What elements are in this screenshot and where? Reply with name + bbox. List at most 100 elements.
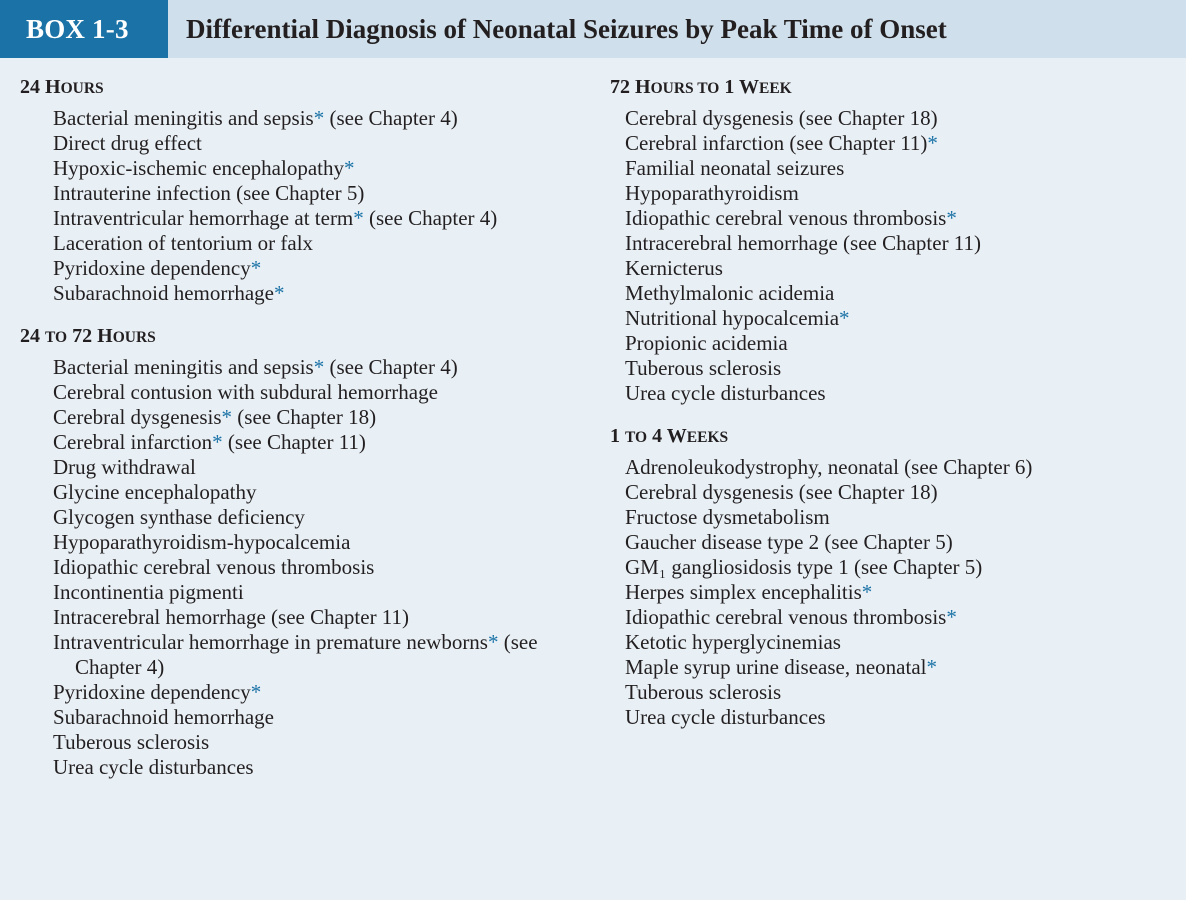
item-text: Direct drug effect <box>53 131 202 155</box>
item-text: Intrauterine infection (see Chapter 5) <box>53 181 365 205</box>
list-item: Subarachnoid hemorrhage* <box>20 281 590 306</box>
asterisk-marker: * <box>221 405 233 429</box>
section-72-hours-to-1-week: 72 HOURS TO 1 WEEK Cerebral dysgenesis (… <box>610 74 1180 406</box>
box-header: BOX 1-3 Differential Diagnosis of Neonat… <box>0 0 1186 58</box>
item-text: Gaucher disease type 2 (see Chapter 5) <box>625 530 953 554</box>
list-item: Cerebral dysgenesis (see Chapter 18) <box>610 480 1180 505</box>
item-text: Fructose dysmetabolism <box>625 505 830 529</box>
item-text: Cerebral dysgenesis (see Chapter 18) <box>625 106 938 130</box>
asterisk-marker: * <box>927 131 938 155</box>
list-item: Idiopathic cerebral venous thrombosis <box>20 555 590 580</box>
item-text: Herpes simplex encephalitis <box>625 580 862 604</box>
item-text: Familial neonatal seizures <box>625 156 845 180</box>
list-item: Methylmalonic acidemia <box>610 281 1180 306</box>
box-label: BOX 1-3 <box>0 0 168 58</box>
item-reference: (see Chapter 18) <box>232 405 377 429</box>
item-text: Intraventricular hemorrhage in premature… <box>53 630 488 654</box>
list-item: Cerebral infarction* (see Chapter 11) <box>20 430 590 455</box>
box-title: Differential Diagnosis of Neonatal Seizu… <box>168 0 1186 58</box>
list-item: Cerebral infarction (see Chapter 11)* <box>610 131 1180 156</box>
item-text: Cerebral dysgenesis (see Chapter 18) <box>625 480 938 504</box>
list-item: Pyridoxine dependency* <box>20 680 590 705</box>
item-text: Intracerebral hemorrhage (see Chapter 11… <box>625 231 982 255</box>
item-reference: (see Chapter 4) <box>324 106 458 130</box>
item-text: Cerebral infarction (see Chapter 11) <box>625 131 928 155</box>
item-text: Adrenoleukodystrophy, neonatal (see Chap… <box>625 455 1033 479</box>
list-item: Bacterial meningitis and sepsis* (see Ch… <box>20 355 590 380</box>
list-item: Tuberous sclerosis <box>610 356 1180 381</box>
list-item: Drug withdrawal <box>20 455 590 480</box>
list-item: Nutritional hypocalcemia* <box>610 306 1180 331</box>
list-item: Hypoxic-ischemic encephalopathy* <box>20 156 590 181</box>
item-text: Subarachnoid hemorrhage <box>53 705 275 729</box>
list-item: Herpes simplex encephalitis* <box>610 580 1180 605</box>
section-24-to-72-hours: 24 TO 72 HOURS Bacterial meningitis and … <box>20 323 590 780</box>
item-text: Propionic acidemia <box>625 331 788 355</box>
item-text: Intraventricular hemorrhage at term <box>53 206 354 230</box>
item-text: Glycogen synthase deficiency <box>53 505 305 529</box>
item-text: Maple syrup urine disease, neonatal <box>625 655 927 679</box>
list-item: Kernicterus <box>610 256 1180 281</box>
list-item: Idiopathic cerebral venous thrombosis* <box>610 605 1180 630</box>
item-text: Idiopathic cerebral venous thrombosis <box>625 605 947 629</box>
item-text: Incontinentia pigmenti <box>53 580 244 604</box>
item-text: Urea cycle disturbances <box>625 705 826 729</box>
asterisk-marker: * <box>839 306 850 330</box>
item-text: Cerebral dysgenesis <box>53 405 222 429</box>
item-text: Cerebral infarction <box>53 430 213 454</box>
item-text: Urea cycle disturbances <box>625 381 826 405</box>
item-text: Ketotic hyperglycinemias <box>625 630 841 654</box>
item-text: Idiopathic cerebral venous thrombosis <box>53 555 375 579</box>
item-text: Idiopathic cerebral venous thrombosis <box>625 206 947 230</box>
asterisk-marker: * <box>487 630 499 654</box>
list-item: Propionic acidemia <box>610 331 1180 356</box>
asterisk-marker: * <box>946 605 957 629</box>
item-text: Urea cycle disturbances <box>53 755 254 779</box>
item-text: Nutritional hypocalcemia <box>625 306 840 330</box>
item-text: Laceration of tentorium or falx <box>53 231 314 255</box>
asterisk-marker: * <box>313 355 325 379</box>
item-text: Bacterial meningitis and sepsis <box>53 355 314 379</box>
list-item: Tuberous sclerosis <box>20 730 590 755</box>
item-reference: (see Chapter 4) <box>363 206 498 230</box>
list-item: Cerebral dysgenesis (see Chapter 18) <box>610 106 1180 131</box>
list-item: Bacterial meningitis and sepsis* (see Ch… <box>20 106 590 131</box>
asterisk-marker: * <box>212 430 223 454</box>
item-text: Kernicterus <box>625 256 723 280</box>
item-text: Cerebral contusion with subdural hemorrh… <box>53 380 438 404</box>
list-item: Direct drug effect <box>20 131 590 156</box>
list-item: Urea cycle disturbances <box>610 705 1180 730</box>
list-item: Intraventricular hemorrhage at term* (se… <box>20 206 590 231</box>
list-item: Laceration of tentorium or falx <box>20 231 590 256</box>
asterisk-marker: * <box>250 680 262 704</box>
list-item: Gaucher disease type 2 (see Chapter 5) <box>610 530 1180 555</box>
item-list: Bacterial meningitis and sepsis* (see Ch… <box>20 106 590 306</box>
section-heading: 72 HOURS TO 1 WEEK <box>610 76 792 98</box>
list-item: Tuberous sclerosis <box>610 680 1180 705</box>
list-item: Intracerebral hemorrhage (see Chapter 11… <box>20 605 590 630</box>
list-item: Idiopathic cerebral venous thrombosis* <box>610 206 1180 231</box>
item-text: Tuberous sclerosis <box>625 680 782 704</box>
list-item: Familial neonatal seizures <box>610 156 1180 181</box>
item-list: Bacterial meningitis and sepsis* (see Ch… <box>20 355 590 780</box>
list-item: Cerebral contusion with subdural hemorrh… <box>20 380 590 405</box>
item-list: Adrenoleukodystrophy, neonatal (see Chap… <box>610 455 1180 730</box>
list-item: Intrauterine infection (see Chapter 5) <box>20 181 590 206</box>
list-item: Glycine encephalopathy <box>20 480 590 505</box>
section-heading: 1 TO 4 WEEKS <box>610 425 729 447</box>
list-item: Ketotic hyperglycinemias <box>610 630 1180 655</box>
list-item: Fructose dysmetabolism <box>610 505 1180 530</box>
item-text: Glycine encephalopathy <box>53 480 257 504</box>
asterisk-marker: * <box>353 206 364 230</box>
item-text: Subarachnoid hemorrhage <box>53 281 275 305</box>
item-text: Drug withdrawal <box>53 455 196 479</box>
asterisk-marker: * <box>926 655 938 679</box>
list-item: Incontinentia pigmenti <box>20 580 590 605</box>
item-reference: (see Chapter 4) <box>75 630 538 679</box>
item-text: Pyridoxine dependency <box>53 680 251 704</box>
section-heading: 24 TO 72 HOURS <box>20 325 156 347</box>
list-item: Hypoparathyroidism <box>610 181 1180 206</box>
list-item: Subarachnoid hemorrhage <box>20 705 590 730</box>
asterisk-marker: * <box>861 580 873 604</box>
